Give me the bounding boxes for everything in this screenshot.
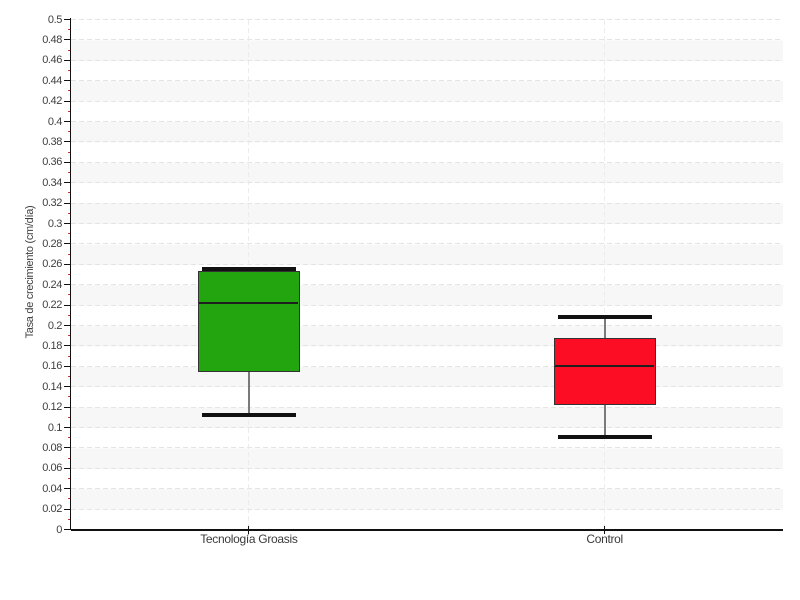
gridline-horizontal [71,182,783,184]
y-tick [64,59,71,61]
y-tick-label: 0.34 [42,176,62,189]
y-tick [64,39,71,41]
gridline-horizontal [71,488,783,490]
y-tick-label: 0.22 [42,299,62,312]
median-line [199,302,299,304]
y-tick-label: 0.28 [42,237,62,250]
gridline-horizontal [71,243,783,245]
gridline-horizontal [71,386,783,388]
whisker-cap-max [201,267,296,272]
plot-background [71,19,783,530]
gridline-horizontal [71,304,783,306]
y-tick [64,386,71,388]
y-tick [64,263,71,265]
gridline-horizontal [71,406,783,408]
y-tick [64,427,71,428]
y-tick-label: 0.48 [42,33,62,46]
gridline-horizontal [71,447,783,449]
y-tick [64,488,71,490]
y-tick [64,80,71,82]
y-tick-label: 0.18 [42,339,62,352]
x-axis-line [71,528,783,531]
y-tick [64,100,71,102]
gridline-horizontal [71,202,783,204]
y-tick [64,202,71,204]
box [197,271,300,373]
y-tick-label: 0.3 [47,217,62,230]
gridline-horizontal [71,467,783,469]
y-tick-label: 0.4 [47,115,62,128]
whisker-cap-min [201,413,296,418]
y-tick [64,141,71,143]
gridline-horizontal [71,19,783,20]
y-tick-label: 0.04 [42,482,62,495]
y-tick-label: 0.44 [42,74,62,87]
whisker-cap-max [557,315,652,320]
y-tick [64,406,71,408]
y-tick-label: 0.46 [42,54,62,67]
gridline-horizontal [71,121,783,122]
x-category-label: Control [586,531,623,546]
gridline-horizontal [71,365,783,367]
y-tick-label: 0.14 [42,380,62,393]
y-tick-label: 0.16 [42,360,62,373]
y-axis-line [69,18,71,530]
y-tick [64,243,71,245]
gridline-horizontal [71,161,783,163]
y-tick-label: 0.1 [47,421,62,434]
gridline-horizontal [71,284,783,286]
y-tick-label: 0 [56,523,62,536]
gridline-horizontal [71,39,783,41]
y-tick-label: 0.5 [47,13,62,26]
y-tick-label: 0.12 [42,401,62,414]
y-tick [64,223,71,224]
gridline-horizontal [71,325,783,326]
box [553,337,656,406]
y-tick [64,121,71,122]
y-tick [64,467,71,469]
whisker-lower-line [603,405,606,437]
gridline-horizontal [71,223,783,224]
y-tick-label: 0.32 [42,197,62,210]
whisker-lower-line [247,372,250,416]
gridline-horizontal [71,141,783,143]
gridline-horizontal [71,100,783,102]
y-tick [64,508,71,510]
y-tick [64,447,71,449]
y-tick-label: 0.02 [42,503,62,516]
y-tick [64,304,71,306]
y-tick [64,325,71,326]
y-tick [64,161,71,163]
y-tick-label: 0.06 [42,462,62,475]
gridline-horizontal [71,345,783,347]
y-tick [64,19,71,20]
y-tick-label: 0.36 [42,156,62,169]
whisker-upper-line [603,317,606,338]
gridline-horizontal [71,508,783,510]
y-tick-label: 0.38 [42,135,62,148]
y-tick [64,284,71,286]
y-tick-label: 0.08 [42,441,62,454]
y-tick-label: 0.26 [42,258,62,271]
y-tick [64,365,71,367]
gridline-horizontal [71,263,783,265]
y-tick-label: 0.42 [42,95,62,108]
y-tick-label: 0.24 [42,278,62,291]
median-line [555,365,655,368]
gridline-horizontal [71,80,783,82]
whisker-cap-min [557,434,652,439]
x-category-label: Tecnología Groasis [200,531,298,546]
gridline-horizontal [71,59,783,61]
gridline-horizontal [71,427,783,428]
y-tick [64,182,71,184]
gridline-vertical [604,19,606,530]
y-tick-label: 0.2 [47,319,62,332]
y-tick [64,529,71,530]
y-tick [64,345,71,347]
